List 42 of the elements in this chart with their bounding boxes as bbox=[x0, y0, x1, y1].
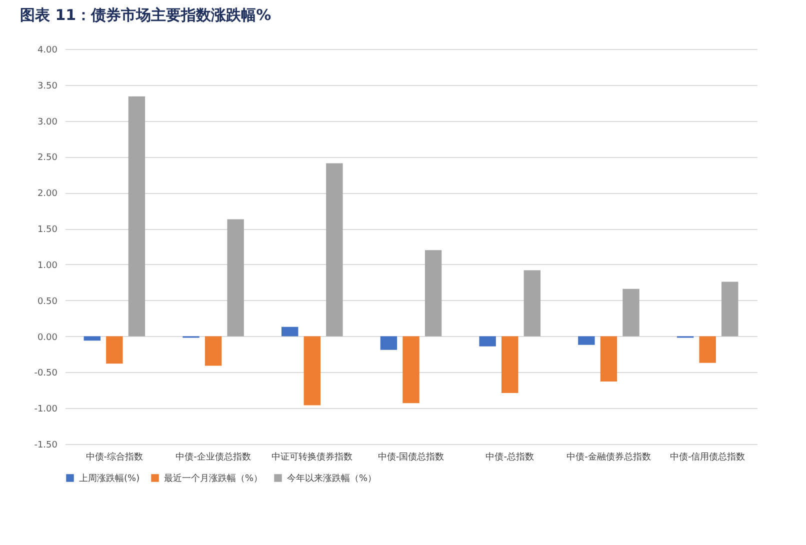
x-tick-label: 中债-国债总指数 bbox=[378, 452, 444, 462]
x-tick-label: 中债-综合指数 bbox=[86, 452, 144, 462]
legend-label: 最近一个月涨跌幅（%） bbox=[164, 473, 263, 484]
bar bbox=[524, 270, 541, 336]
x-tick-label: 中债-信用债总指数 bbox=[670, 452, 746, 462]
chart-title: 图表 11：债券市场主要指数涨跌幅% bbox=[20, 6, 272, 24]
y-tick-label: -1.00 bbox=[34, 404, 58, 415]
bar bbox=[304, 336, 320, 406]
bar bbox=[227, 219, 244, 336]
bar bbox=[699, 336, 716, 363]
y-tick-label: 1.00 bbox=[37, 260, 58, 271]
y-tick-label: -0.50 bbox=[34, 368, 58, 379]
legend-label: 今年以来涨跌幅（%） bbox=[287, 473, 377, 484]
bar bbox=[128, 96, 146, 336]
bar bbox=[479, 336, 496, 346]
bar bbox=[600, 336, 618, 382]
bar bbox=[281, 326, 298, 336]
x-tick-label: 中证可转换债券指数 bbox=[272, 452, 353, 462]
bar bbox=[380, 336, 398, 350]
y-tick-label: 0.50 bbox=[37, 296, 58, 307]
y-tick-label: 3.00 bbox=[37, 117, 58, 128]
bar bbox=[578, 336, 595, 345]
y-tick-label: 2.00 bbox=[37, 189, 58, 200]
y-tick-label: 0.00 bbox=[37, 332, 58, 343]
x-tick-label: 中债-总指数 bbox=[486, 452, 534, 462]
x-tick-label: 中债-企业债总指数 bbox=[176, 452, 251, 462]
y-tick-label: 2.50 bbox=[37, 153, 58, 164]
bar bbox=[326, 163, 343, 336]
y-tick-label: 1.50 bbox=[37, 225, 58, 236]
bar bbox=[722, 282, 738, 336]
legend-label: 上周涨跌幅(%) bbox=[79, 473, 140, 484]
bar bbox=[424, 250, 442, 336]
x-tick-label: 中债-金融债券总指数 bbox=[566, 452, 651, 462]
y-tick-label: 4.00 bbox=[37, 46, 58, 56]
bar bbox=[402, 336, 420, 404]
bar bbox=[204, 336, 222, 366]
bar bbox=[622, 288, 640, 336]
y-tick-label: -1.50 bbox=[34, 440, 58, 450]
bar bbox=[84, 336, 100, 341]
bar bbox=[502, 336, 518, 394]
y-tick-label: 3.50 bbox=[37, 81, 58, 92]
bar bbox=[106, 336, 123, 364]
